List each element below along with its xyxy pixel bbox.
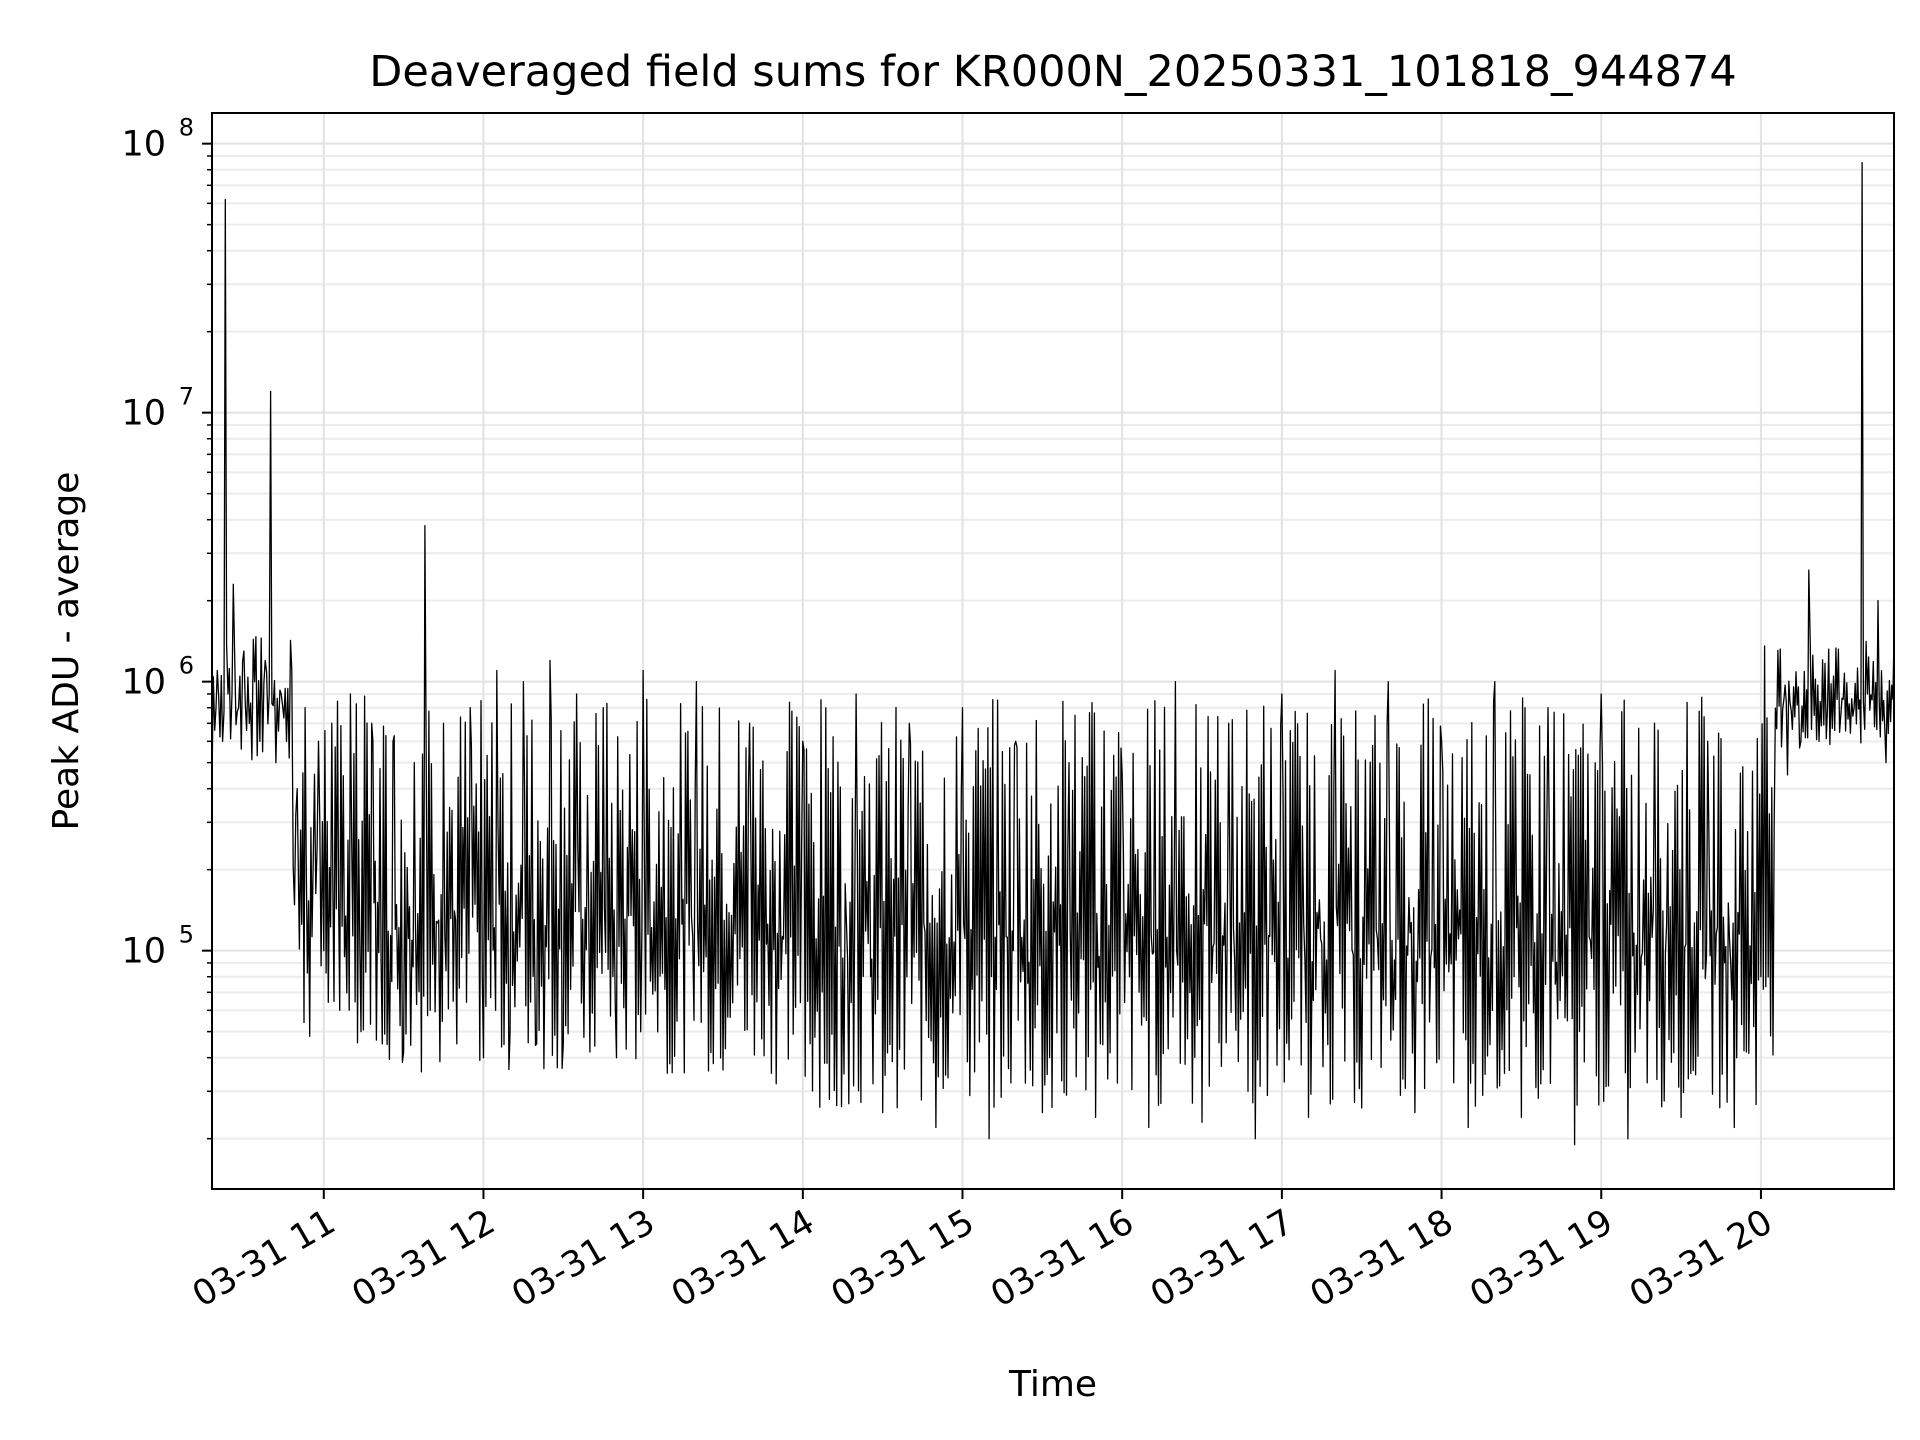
y-tick-label: 10 xyxy=(121,394,166,434)
chart-title: Deaveraged field sums for KR000N_2025033… xyxy=(369,47,1736,97)
x-tick-label: 03-31 15 xyxy=(825,1202,981,1315)
x-tick-label: 03-31 16 xyxy=(984,1202,1140,1315)
x-tick-label: 03-31 14 xyxy=(665,1202,821,1315)
series-line xyxy=(211,161,1895,1146)
x-tick-label: 03-31 17 xyxy=(1144,1202,1300,1315)
x-axis: 03-31 11 03-31 12 03-31 13 03-31 14 03-31 15… xyxy=(186,1189,1779,1315)
x-axis-label: Time xyxy=(1008,1364,1097,1405)
y-tick-label: 10 xyxy=(121,125,166,165)
y-tick-exponent: 5 xyxy=(179,921,194,949)
y-axis-label: Peak ADU - average xyxy=(46,472,87,831)
x-tick-label: 03-31 11 xyxy=(186,1202,342,1315)
y-tick-label: 10 xyxy=(121,663,166,703)
x-tick-label: 03-31 18 xyxy=(1304,1202,1460,1315)
x-tick-label: 03-31 13 xyxy=(505,1202,661,1315)
x-tick-label: 03-31 20 xyxy=(1623,1202,1779,1315)
x-tick-label: 03-31 19 xyxy=(1463,1202,1619,1315)
y-axis: 10 5 10 6 10 7 10 8 xyxy=(121,114,212,1140)
y-tick-exponent: 7 xyxy=(179,383,194,411)
y-tick-exponent: 8 xyxy=(179,114,194,142)
x-tick-label: 03-31 12 xyxy=(346,1202,502,1315)
plot-frame xyxy=(211,112,1895,1190)
y-tick-label: 10 xyxy=(121,932,166,972)
y-tick-exponent: 6 xyxy=(179,652,194,680)
